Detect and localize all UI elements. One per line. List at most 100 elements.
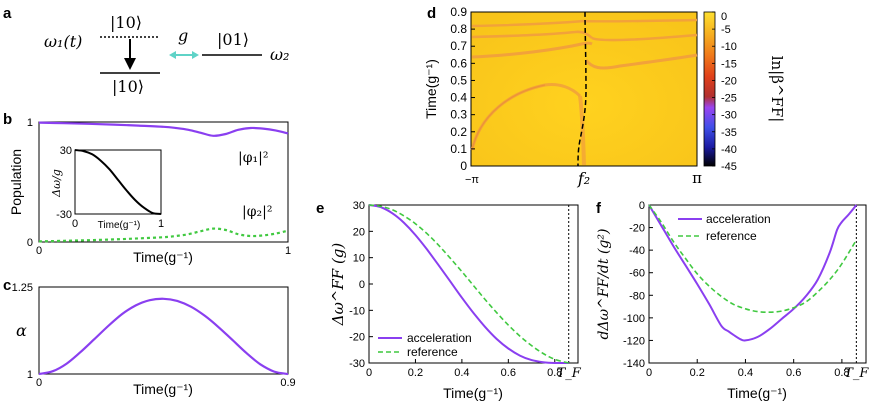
y-tick-label: 10 (353, 253, 365, 265)
inset-x-tick: 1 (158, 218, 164, 230)
colorbar-tick-label: -35 (721, 127, 737, 139)
axis-ticks: 0 0.2 0.4 0.6 0.8 30 20 10 0 -10 -20 -30 (349, 200, 562, 379)
x-tick-label: 0.4 (738, 367, 753, 379)
legend: acceleration reference (678, 212, 771, 243)
x-tick-label: 0.4 (454, 367, 469, 379)
x-axis-label: Time(g⁻¹) (727, 385, 787, 401)
x-tick-label: −π (465, 174, 479, 186)
coupling-double-arrow-icon (169, 51, 199, 59)
colorbar-tick-label: -30 (721, 110, 737, 122)
x-tick-label: 0.9 (280, 377, 295, 389)
legend-label-reference: reference (706, 229, 757, 243)
colorbar (703, 11, 716, 167)
colorbar-tick-label: -20 (721, 75, 737, 87)
colorbar-tick-label: -25 (721, 93, 737, 105)
x-tick-label: π (692, 169, 702, 187)
panel-letter-c: c (3, 277, 11, 294)
x-axis-label: Time(g⁻¹) (133, 381, 193, 397)
x-tick-label: 0.2 (690, 367, 705, 379)
y-tick-label: 0 (27, 237, 33, 249)
y-tick-label: 0.7 (450, 39, 467, 53)
heatmap-feature (471, 30, 593, 39)
colorbar-tick-label: 0 (721, 11, 727, 23)
x-tick-label: 0 (36, 377, 42, 389)
panel-letter-a: a (3, 5, 12, 22)
series-line-phi1 (38, 121, 289, 137)
colorbar-tick-label: -40 (721, 144, 737, 156)
panel-letter-b: b (3, 111, 12, 128)
x-tick-label: 0.6 (786, 367, 801, 379)
y-tick-label: -20 (349, 332, 365, 344)
x-tick-label: 1 (285, 245, 291, 257)
heatmap-feature (578, 95, 586, 166)
legend-label-reference: reference (407, 345, 458, 359)
legend-label-acceleration: acceleration (706, 212, 771, 226)
legend: acceleration reference (378, 331, 472, 359)
x-tick-label: 0 (36, 245, 42, 257)
y-tick-label: 0.6 (450, 56, 467, 70)
y-tick-label: 1 (27, 369, 33, 381)
y-tick-label: 0.4 (450, 91, 467, 105)
plot-frame (368, 204, 579, 364)
heatmap-feature (591, 33, 698, 42)
acceleration-line (648, 204, 858, 342)
inset-series-line (74, 149, 162, 215)
y-axis-label: Time(g⁻¹) (423, 59, 439, 119)
y-tick-label: -60 (629, 268, 645, 280)
y-axis-label: dΔω^FF/dt (g²) (596, 229, 612, 340)
x-tick-label: 0 (366, 367, 372, 379)
x-tick-label: 0 (646, 367, 652, 379)
heatmap-chart: 0 0.1 0.2 0.3 0.4 0.5 0.6 0.7 0.8 0.9 −π f₂ π Tim… (423, 5, 786, 188)
y-tick-label: 1.25 (12, 282, 33, 294)
alpha-series-line (38, 297, 289, 376)
inset-chart: 30 -30 0 1 Time(g⁻¹) Δω/g (50, 145, 164, 231)
y-tick-label: 0 (460, 159, 467, 173)
ket-01: |01⟩ (217, 30, 249, 49)
omega2-label: ω₂ (270, 45, 289, 64)
panel-letter-e: e (316, 200, 324, 217)
y-tick-label: -40 (629, 245, 645, 257)
inset-y-tick: 30 (60, 145, 72, 157)
heatmap-feature (471, 41, 593, 59)
panel-letter-f: f (596, 200, 602, 217)
x-tick-label: f₂ (577, 169, 590, 188)
y-tick-label: 0 (359, 279, 365, 291)
y-tick-label: -140 (623, 358, 645, 370)
energy-level-diagram: ω₁(t) |10⟩ |10⟩ g |01⟩ ω₂ (44, 13, 289, 96)
tf-label: T_F (844, 366, 869, 381)
heatmap-feature (471, 18, 698, 28)
omega1-label: ω₁(t) (44, 32, 82, 51)
x-tick-label: 0.2 (408, 367, 423, 379)
colorbar-ticks: 0-5 -10 -15 -20 -25 -30 -35 -40 -45 (712, 11, 737, 173)
inset-y-tick: -30 (56, 209, 72, 221)
y-tick-label: 0.3 (450, 108, 467, 122)
reference-line (648, 204, 858, 314)
phi2-label: |φ₂|² (242, 204, 272, 220)
colorbar-tick-label: -15 (721, 58, 737, 70)
y-tick-label: 0.8 (450, 22, 467, 36)
y-tick-label: -100 (623, 313, 645, 325)
colorbar-tick-label: -45 (721, 161, 737, 173)
y-tick-label: 0.9 (450, 5, 467, 19)
x-axis-label: Time(g⁻¹) (133, 249, 193, 265)
phi1-label: |φ₁|² (238, 150, 268, 166)
tf-label: T_F (557, 366, 582, 381)
x-tick-label: 0.8 (834, 367, 849, 379)
y-axis-label: α (16, 321, 27, 340)
heatmap-feature (584, 53, 698, 70)
y-tick-label: -20 (629, 223, 645, 235)
ket-10-top: |10⟩ (110, 13, 142, 32)
series-line-phi2 (38, 227, 289, 243)
x-axis-label: Time(g⁻¹) (443, 385, 503, 401)
y-tick-label: 0.2 (450, 125, 467, 139)
y-tick-label: 0.1 (450, 142, 467, 156)
y-tick-label: -80 (629, 290, 645, 302)
y-tick-label: 0.5 (450, 73, 467, 87)
axis-ticks: 0 0.2 0.4 0.6 0.8 0 -20 -40 -60 -80 -100 -120 -140 (623, 200, 850, 379)
colorbar-tick-label: -10 (721, 41, 737, 53)
y-ticks: 0 0.1 0.2 0.3 0.4 0.5 0.6 0.7 0.8 0.9 (450, 5, 475, 173)
y-tick-label: 1 (27, 117, 33, 129)
x-tick-label: 0.6 (501, 367, 516, 379)
inset-x-label: Time(g⁻¹) (98, 220, 141, 231)
